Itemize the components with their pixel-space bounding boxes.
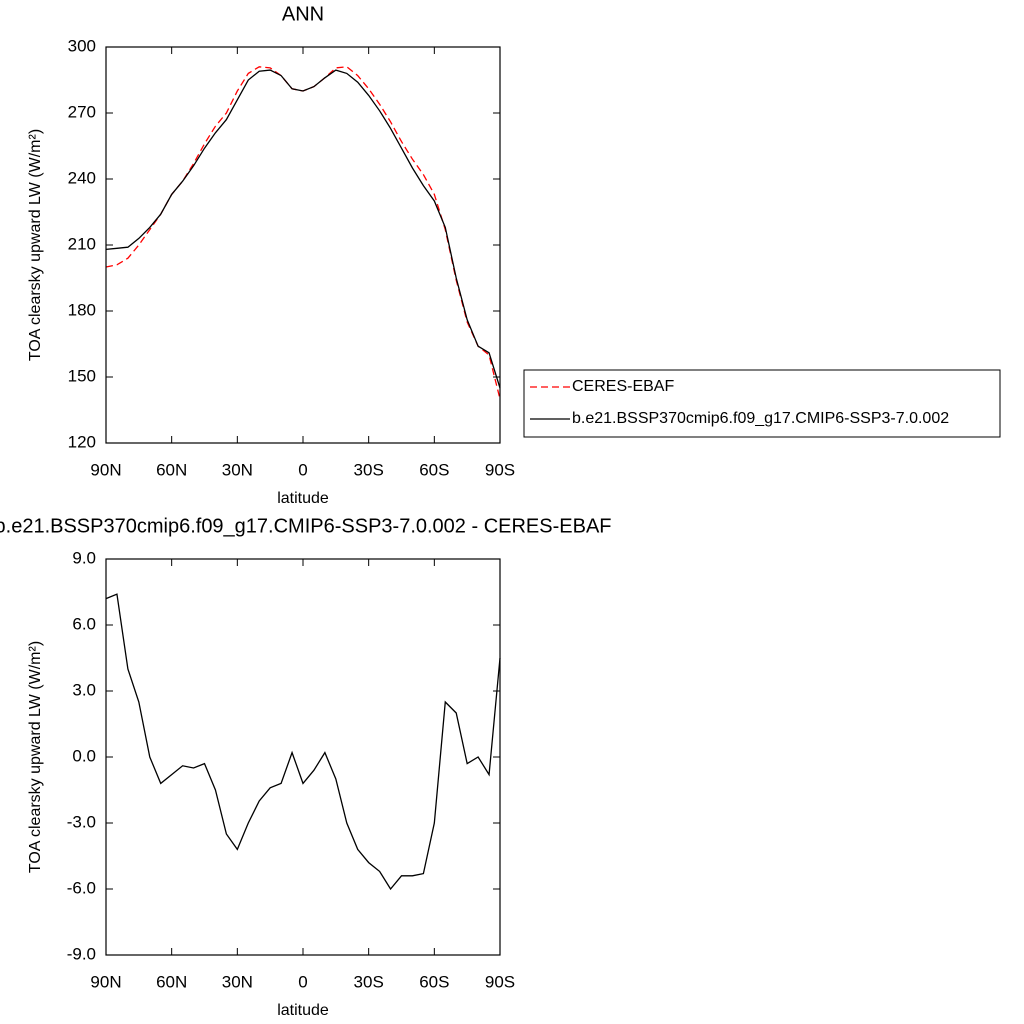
x-tick-label: 90N: [90, 460, 121, 479]
y-tick-label: -9.0: [67, 944, 96, 963]
x-tick-label: 90N: [90, 972, 121, 991]
x-tick-label: 30S: [354, 972, 384, 991]
y-tick-label: 180: [68, 300, 96, 319]
x-tick-label: 30S: [354, 460, 384, 479]
y-tick-label: 150: [68, 366, 96, 385]
legend-box: [523, 369, 1001, 438]
x-tick-label: 30N: [222, 972, 253, 991]
x-tick-label: 90S: [485, 972, 515, 991]
y-tick-label: 0.0: [72, 746, 96, 765]
y-tick-label: 3.0: [72, 680, 96, 699]
x-tick-label: 30N: [222, 460, 253, 479]
chart-title: ANN: [282, 3, 324, 25]
x-tick-label: 90S: [485, 460, 515, 479]
y-axis-label: TOA clearsky upward LW (W/m²): [27, 641, 44, 873]
y-tick-label: 120: [68, 432, 96, 451]
y-tick-label: 240: [68, 168, 96, 187]
y-tick-label: 9.0: [72, 548, 96, 567]
data-line: [105, 66, 501, 400]
y-tick-label: -3.0: [67, 812, 96, 831]
x-tick-label: 60N: [156, 460, 187, 479]
legend-label: b.e21.BSSP370cmip6.f09_g17.CMIP6-SSP3-7.…: [572, 410, 949, 427]
y-tick-label: 300: [68, 36, 96, 55]
y-tick-label: -6.0: [67, 878, 96, 897]
data-line: [105, 69, 501, 389]
y-axis-label: TOA clearsky upward LW (W/m²): [27, 129, 44, 361]
y-tick-label: 210: [68, 234, 96, 253]
x-tick-label: 0: [298, 460, 307, 479]
x-axis-label: latitude: [277, 490, 329, 507]
chart-title: b.e21.BSSP370cmip6.f09_g17.CMIP6-SSP3-7.…: [0, 515, 611, 537]
x-tick-label: 60S: [419, 972, 449, 991]
y-tick-label: 6.0: [72, 614, 96, 633]
y-tick-label: 270: [68, 102, 96, 121]
x-tick-label: 0: [298, 972, 307, 991]
legend-label: CERES-EBAF: [572, 378, 674, 395]
plot-frame: [105, 46, 501, 444]
x-tick-label: 60S: [419, 460, 449, 479]
x-tick-label: 60N: [156, 972, 187, 991]
x-axis-label: latitude: [277, 1002, 329, 1019]
data-line: [105, 593, 501, 891]
